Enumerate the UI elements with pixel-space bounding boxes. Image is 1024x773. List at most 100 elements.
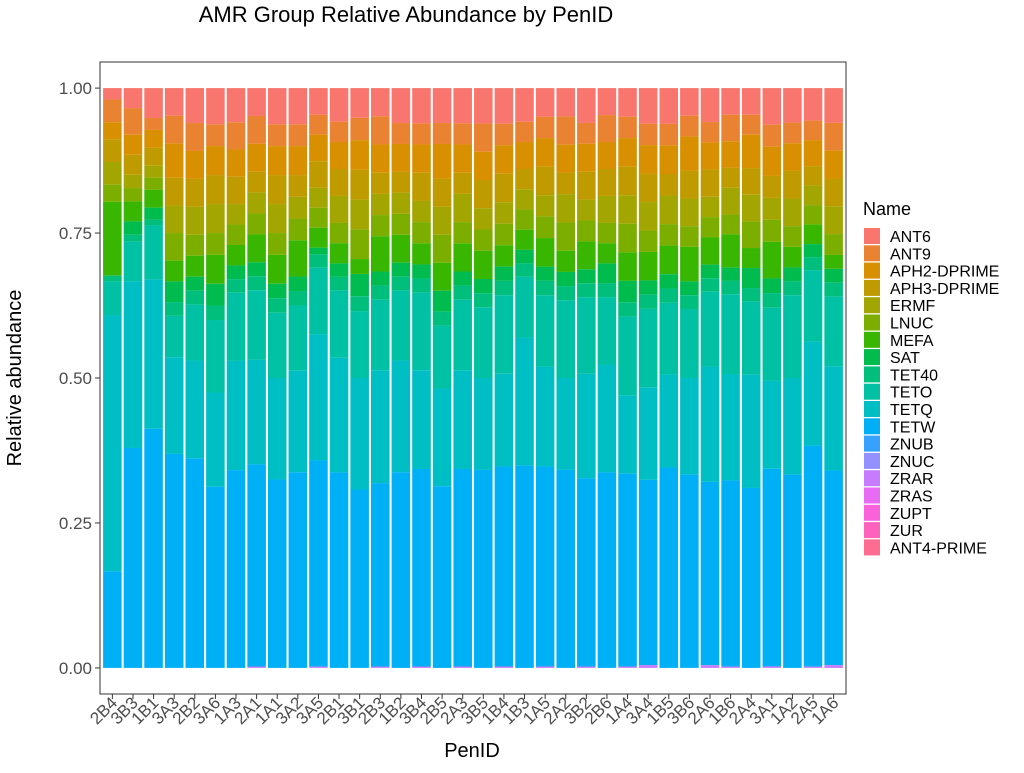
bar-segment-tetw (494, 466, 514, 667)
bar-segment-teto (638, 308, 658, 388)
bar-segment-lnuc (267, 233, 287, 255)
bar-segment-tetq (783, 378, 802, 475)
bar-segment-tet40 (762, 293, 782, 308)
bar-segment-aph3-dprime (762, 175, 782, 198)
bar-segment-ermf (659, 195, 679, 225)
y-tick-label: 0.25 (59, 514, 92, 533)
bar-stack-2B6 (597, 88, 617, 668)
bar-segment-aph2-dprime (329, 142, 349, 169)
bar-stack-2A3 (453, 88, 472, 668)
y-tick-label: 1.00 (59, 79, 92, 98)
bar-stack-3B2 (577, 88, 596, 668)
bar-segment-zrar (412, 666, 431, 668)
bar-segment-mefa (103, 201, 122, 276)
legend-label: ZNUC (890, 454, 934, 471)
bar-segment-tetq (474, 378, 493, 470)
bar-segment-ant6 (783, 88, 802, 123)
bar-segment-ant6 (412, 88, 431, 124)
bar-segment-mefa (453, 243, 472, 272)
bar-segment-lnuc (700, 217, 720, 238)
bar-segment-ant9 (638, 123, 658, 146)
bar-segment-zrar (638, 665, 658, 668)
bar-segment-lnuc (329, 222, 349, 244)
bar-segment-tetw (164, 453, 184, 668)
legend-label: ANT9 (890, 246, 931, 263)
bar-segment-aph3-dprime (185, 178, 205, 207)
bar-segment-tetq (597, 364, 617, 473)
bar-segment-tet40 (597, 283, 617, 298)
bar-segment-sat (680, 281, 699, 296)
bar-segment-tetw (659, 467, 679, 668)
bar-segment-teto (412, 292, 431, 371)
bar-segment-lnuc (453, 222, 472, 244)
bar-segment-tetq (185, 360, 205, 459)
bar-segment-sat (597, 263, 617, 284)
bar-segment-aph2-dprime (597, 142, 617, 169)
bar-segment-zrar (247, 666, 266, 668)
bar-segment-lnuc (288, 218, 308, 241)
bar-segment-zrar (721, 666, 740, 668)
bar-segment-ant9 (700, 122, 720, 143)
bar-segment-teto (515, 276, 534, 338)
bar-segment-sat (453, 271, 472, 286)
bar-segment-aph3-dprime (329, 168, 349, 196)
bar-stack-3B5 (474, 88, 493, 668)
bar-segment-aph2-dprime (350, 140, 369, 170)
bar-segment-ermf (494, 202, 514, 224)
bar-segment-tetq (721, 374, 740, 481)
bar-segment-sat (700, 264, 720, 279)
bar-segment-ant6 (453, 88, 472, 124)
bar-segment-tet40 (123, 234, 143, 242)
bar-segment-aph2-dprime (659, 145, 679, 174)
bar-segment-ant9 (741, 114, 761, 135)
bar-segment-tetq (700, 366, 720, 482)
bar-segment-ant9 (329, 121, 349, 143)
bar-segment-lnuc (515, 209, 534, 230)
bar-segment-tet40 (144, 219, 163, 226)
legend-item-mefa: MEFA (864, 331, 934, 350)
bar-segment-lnuc (680, 226, 699, 247)
bar-segment-teto (474, 307, 493, 378)
bar-segment-aph3-dprime (638, 173, 658, 203)
bar-segment-tetw (185, 458, 205, 668)
legend-swatch (864, 487, 880, 504)
bar-segment-lnuc (577, 220, 596, 242)
bar-segment-ant6 (824, 88, 843, 123)
bar-segment-tet40 (185, 290, 205, 305)
bar-segment-mefa (412, 243, 431, 265)
legend-label: ZUR (890, 523, 923, 540)
bar-segment-ant6 (391, 88, 411, 124)
bar-segment-aph3-dprime (206, 175, 225, 205)
bar-segment-zrar (453, 666, 472, 668)
bar-segment-tetq (494, 373, 514, 467)
bar-segment-tet40 (288, 291, 308, 306)
bar-stack-1B4 (494, 88, 514, 668)
bar-segment-sat (535, 266, 555, 281)
bar-segment-ermf (432, 206, 452, 235)
bar-segment-ant6 (762, 88, 782, 125)
legend-label: ZRAS (890, 489, 933, 506)
bar-segment-tetq (824, 366, 843, 471)
bar-segment-tet40 (721, 280, 740, 295)
legend-item-zur: ZUR (864, 522, 923, 540)
bar-stack-3A1 (762, 88, 782, 668)
bar-segment-ant9 (164, 115, 184, 144)
legend-item-ant6: ANT6 (864, 228, 931, 246)
legend-item-ermf: ERMF (864, 297, 936, 315)
bar-segment-mefa (680, 246, 699, 282)
legend-item-ant9: ANT9 (864, 245, 931, 263)
bar-segment-tetq (288, 370, 308, 473)
bar-segment-ant6 (164, 88, 184, 116)
legend-item-znub: ZNUB (864, 435, 934, 454)
bar-segment-aph2-dprime (515, 142, 534, 169)
bar-segment-sat (391, 262, 411, 277)
bar-segment-sat (618, 280, 637, 303)
bar-segment-ermf (638, 202, 658, 231)
legend-swatch (864, 262, 880, 279)
bar-stack-3A4 (638, 88, 658, 668)
legend-item-ant4-prime: ANT4-PRIME (864, 539, 987, 557)
bar-segment-ermf (721, 187, 740, 215)
legend-swatch (864, 279, 880, 296)
bar-segment-aph3-dprime (474, 180, 493, 209)
bar-segment-mefa (267, 254, 287, 284)
